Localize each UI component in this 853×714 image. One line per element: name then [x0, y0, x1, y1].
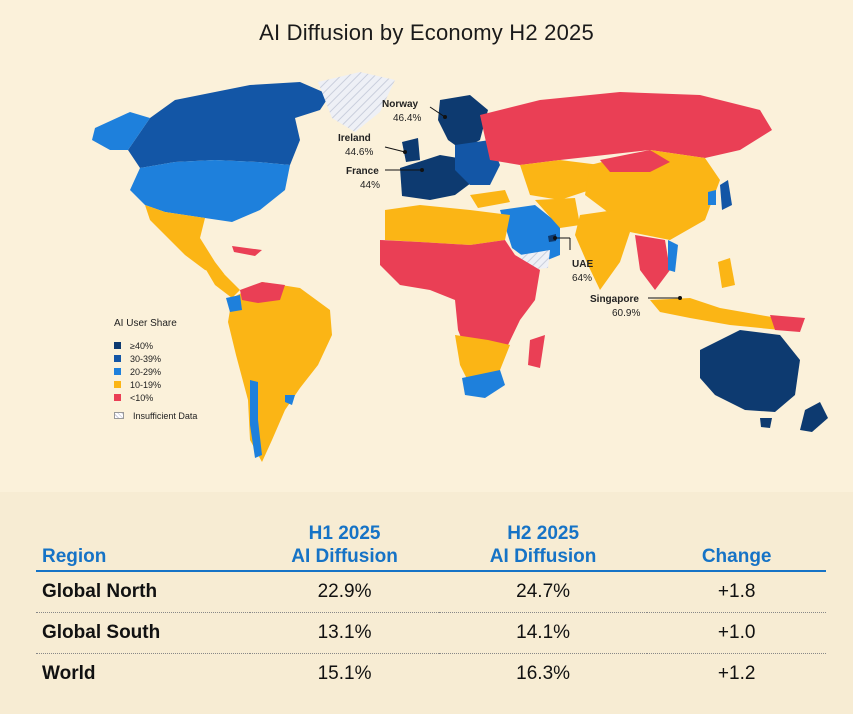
- indonesia: [650, 298, 790, 330]
- cell-change: +1.8: [647, 571, 826, 613]
- chile: [250, 380, 262, 458]
- turkey: [470, 190, 510, 208]
- korea: [708, 190, 716, 205]
- legend-label: 20-29%: [130, 366, 162, 377]
- callout-norway: Norway 46.4%: [382, 99, 447, 124]
- cell-region: Global North: [36, 571, 251, 613]
- legend-item: 30-39%: [114, 352, 197, 365]
- legend-item: 10-19%: [114, 378, 197, 391]
- svg-text:46.4%: 46.4%: [393, 113, 421, 124]
- legend-label: ≥40%: [130, 340, 153, 351]
- cell-h2: 16.3%: [516, 663, 571, 684]
- diffusion-table: Region H1 2025 AI Diffusion H2 2025 AI D…: [36, 522, 826, 694]
- sub-saharan-africa: [380, 240, 540, 362]
- legend-label: 10-19%: [130, 379, 162, 390]
- vietnam: [668, 240, 678, 272]
- world-map: Norway 46.4% Ireland 44.6% France 44% UA…: [92, 72, 828, 462]
- cell-h1: 13.1%: [250, 612, 439, 654]
- south-africa: [462, 370, 505, 398]
- svg-text:Norway: Norway: [382, 99, 419, 110]
- header-h1-line2: AI Diffusion: [291, 546, 398, 567]
- legend-swatch: [114, 368, 121, 375]
- russia: [480, 92, 772, 165]
- table-header-row: Region H1 2025 AI Diffusion H2 2025 AI D…: [36, 522, 826, 572]
- uruguay: [285, 395, 295, 405]
- southeast-asia: [635, 235, 670, 290]
- legend-title: AI User Share: [114, 318, 177, 329]
- svg-text:Singapore: Singapore: [590, 294, 639, 305]
- svg-text:UAE: UAE: [572, 259, 593, 270]
- legend-item: 20-29%: [114, 365, 197, 378]
- scandinavia: [438, 95, 488, 150]
- south-america: [228, 282, 332, 462]
- uae: [548, 234, 556, 242]
- svg-text:Ireland: Ireland: [338, 133, 371, 144]
- north-africa: [385, 205, 510, 245]
- header-change: Change: [647, 522, 826, 572]
- header-h1: H1 2025 AI Diffusion: [250, 522, 439, 572]
- svg-text:60.9%: 60.9%: [612, 308, 640, 319]
- canada: [128, 82, 330, 168]
- header-h2-line2: AI Diffusion: [489, 546, 597, 567]
- alaska: [92, 112, 150, 150]
- legend: AI User Share ≥40% 30-39% 20-29% 10-19% …: [114, 318, 197, 422]
- svg-text:44%: 44%: [360, 180, 380, 191]
- cell-h2: 14.1%: [438, 612, 648, 654]
- legend-swatch: [114, 342, 121, 349]
- callout-ireland: Ireland 44.6%: [338, 133, 407, 158]
- cell-h2: 24.7%: [438, 571, 648, 613]
- legend-label: 30-39%: [130, 353, 162, 364]
- cell-change: +1.0: [647, 612, 826, 654]
- header-h2: H2 2025 AI Diffusion: [438, 522, 648, 572]
- philippines: [718, 258, 735, 288]
- table-row: Global North 22.9% 24.7% +1.8: [36, 571, 826, 613]
- new-zealand: [800, 402, 828, 432]
- legend-swatch-hatched: [114, 412, 124, 419]
- cell-h1: 22.9%: [250, 571, 439, 613]
- cell-h1: 15.1%: [317, 663, 372, 684]
- south-asia: [575, 210, 630, 290]
- header-h2-line1: H2 2025: [507, 523, 580, 544]
- cell-change: +1.2: [717, 663, 756, 684]
- papua: [770, 315, 805, 332]
- cell-region: World: [42, 663, 96, 684]
- legend-swatch: [114, 394, 121, 401]
- legend-swatch: [114, 355, 121, 362]
- japan: [720, 180, 732, 210]
- middle-east: [500, 205, 560, 265]
- usa: [130, 160, 290, 222]
- colombia-venezuela: [240, 282, 285, 303]
- table-row: World 15.1% 16.3% +1.2: [36, 654, 826, 695]
- header-h1-line1: H1 2025: [308, 523, 381, 544]
- svg-text:44.6%: 44.6%: [345, 147, 373, 158]
- cell-region: Global South: [36, 612, 251, 654]
- map-title: AI Diffusion by Economy H2 2025: [259, 20, 594, 45]
- legend-swatch: [114, 381, 121, 388]
- mexico: [145, 205, 225, 275]
- tasmania: [760, 418, 772, 428]
- legend-item: ≥40%: [114, 339, 197, 352]
- callout-france: France 44%: [346, 166, 424, 191]
- diffusion-table-section: Region H1 2025 AI Diffusion H2 2025 AI D…: [0, 492, 853, 714]
- legend-item: <10%: [114, 391, 197, 404]
- callout-uae: UAE 64%: [553, 236, 593, 284]
- svg-text:64%: 64%: [572, 273, 592, 284]
- legend-label: Insufficient Data: [133, 410, 198, 421]
- central-asia: [520, 160, 600, 200]
- greenland: [318, 72, 395, 132]
- central-america: [205, 268, 240, 298]
- cuba: [232, 246, 262, 256]
- table-row: Global South 13.1% 14.1% +1.0: [36, 612, 826, 654]
- uk-ireland: [402, 138, 420, 162]
- ecuador: [226, 295, 242, 312]
- callout-singapore: Singapore 60.9%: [590, 294, 682, 319]
- svg-text:France: France: [346, 166, 379, 177]
- madagascar: [528, 335, 545, 368]
- australia: [700, 330, 800, 412]
- legend-item-insufficient: Insufficient Data: [114, 409, 197, 422]
- legend-label: <10%: [130, 392, 154, 403]
- iran: [535, 198, 580, 228]
- header-region: Region: [36, 522, 251, 572]
- mongolia: [600, 150, 670, 172]
